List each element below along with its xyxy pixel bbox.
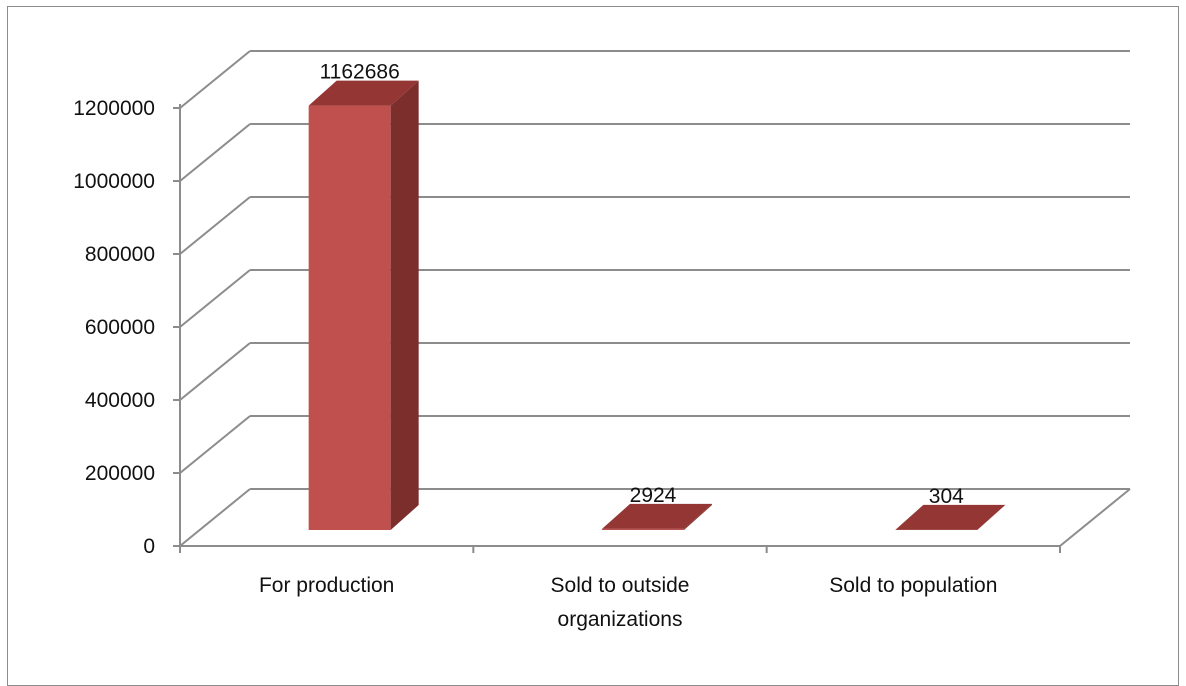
y-tick-label: 200000 — [85, 462, 155, 485]
side-wall-gridline — [180, 197, 250, 254]
x-category-label: Sold to outside — [551, 574, 690, 597]
y-tick-label: 1200000 — [73, 97, 155, 120]
side-wall-gridline — [180, 416, 250, 473]
side-wall-gridline — [180, 270, 250, 327]
data-label: 304 — [929, 485, 964, 508]
x-category-label: organizations — [558, 608, 683, 631]
y-tick-label: 400000 — [85, 389, 155, 412]
bar-sold-to-outside-organizations: 2924 — [602, 484, 712, 530]
data-label: 1162686 — [320, 61, 400, 84]
bar-for-production: 1162686 — [309, 61, 419, 530]
side-wall-gridline — [180, 124, 250, 181]
bar-top-face — [895, 505, 1005, 530]
y-tick-label: 600000 — [85, 316, 155, 339]
side-wall-gridline — [180, 343, 250, 400]
floor-edge — [1060, 489, 1130, 546]
y-tick-label: 800000 — [85, 243, 155, 266]
data-label: 2924 — [630, 484, 677, 507]
bars: 1162686 2924 304 — [309, 61, 1006, 530]
x-category-labels: For production Sold to outside organizatio… — [259, 574, 997, 631]
bar-front-face — [309, 106, 391, 530]
x-category-label: For production — [259, 574, 394, 597]
bar-front-face — [602, 529, 684, 530]
x-category-label: Sold to population — [829, 574, 997, 597]
y-tick-label: 1000000 — [73, 170, 155, 193]
bar-side-face — [391, 81, 419, 530]
side-wall-gridline — [180, 51, 250, 108]
bar-sold-to-population: 304 — [895, 485, 1005, 530]
side-wall-gridline — [180, 489, 250, 546]
y-tick-label: 0 — [143, 535, 155, 558]
bar-top-face — [602, 504, 712, 529]
bar-chart: 0 200000 400000 600000 800000 1000000 1200000 1… — [0, 0, 1186, 652]
